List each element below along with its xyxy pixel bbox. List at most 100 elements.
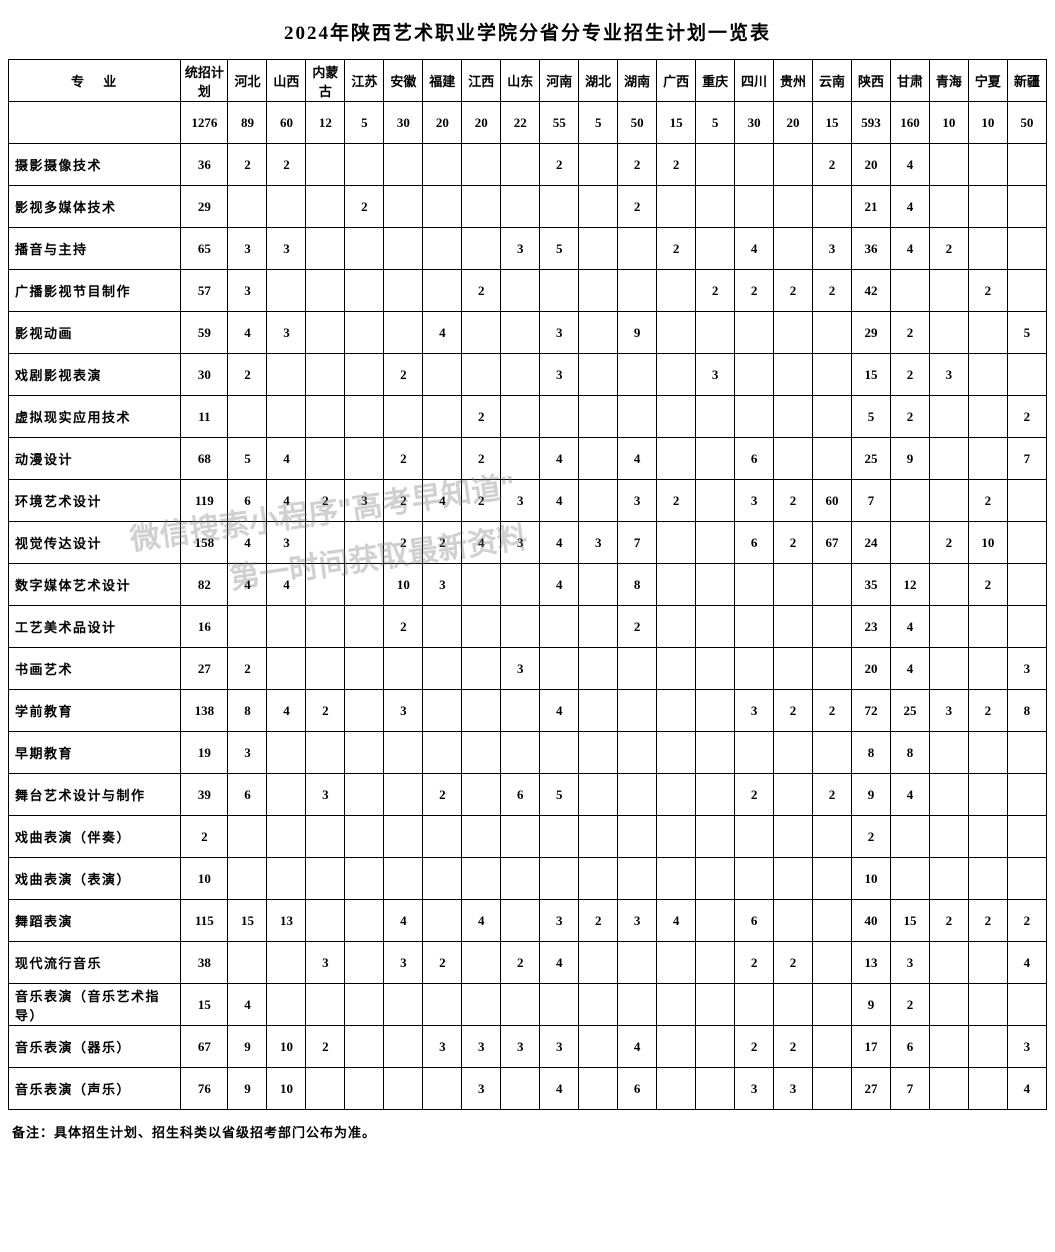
page-title: 2024年陕西艺术职业学院分省分专业招生计划一览表 [8,8,1047,59]
value-cell [657,1068,696,1110]
value-cell: 3 [501,648,540,690]
major-cell: 影视多媒体技术 [9,186,181,228]
value-cell [774,606,813,648]
value-cell [774,438,813,480]
value-cell [501,270,540,312]
major-cell: 舞台艺术设计与制作 [9,774,181,816]
value-cell: 4 [540,522,579,564]
value-cell: 4 [1007,942,1046,984]
value-cell [657,690,696,732]
plan-cell: 1276 [181,102,228,144]
table-row: 戏剧影视表演3022331523 [9,354,1047,396]
value-cell [696,228,735,270]
value-cell: 10 [851,858,890,900]
value-cell [657,942,696,984]
value-cell [267,774,306,816]
value-cell: 13 [851,942,890,984]
value-cell [267,858,306,900]
value-cell [306,270,345,312]
value-cell [579,774,618,816]
value-cell: 30 [735,102,774,144]
value-cell [306,354,345,396]
major-cell: 影视动画 [9,312,181,354]
table-row: 音乐表演（器乐）67910233334221763 [9,1026,1047,1068]
value-cell [345,1026,384,1068]
table-row: 戏曲表演（表演）1010 [9,858,1047,900]
value-cell [735,186,774,228]
value-cell [501,858,540,900]
value-cell [579,690,618,732]
value-cell: 60 [813,480,852,522]
value-cell [267,270,306,312]
value-cell: 2 [345,186,384,228]
value-cell [1007,984,1046,1026]
plan-cell: 67 [181,1026,228,1068]
value-cell [501,606,540,648]
value-cell [384,228,423,270]
value-cell [306,438,345,480]
value-cell: 4 [540,438,579,480]
value-cell: 4 [735,228,774,270]
value-cell: 4 [423,480,462,522]
value-cell: 10 [929,102,968,144]
value-cell: 89 [228,102,267,144]
table-row: 广播影视节目制作57322222422 [9,270,1047,312]
value-cell: 67 [813,522,852,564]
value-cell [696,732,735,774]
value-cell: 2 [306,480,345,522]
value-cell [1007,228,1046,270]
value-cell: 2 [228,648,267,690]
value-cell: 4 [267,480,306,522]
value-cell [462,186,501,228]
value-cell [423,606,462,648]
value-cell [929,564,968,606]
value-cell [929,774,968,816]
value-cell: 3 [1007,648,1046,690]
major-cell: 现代流行音乐 [9,942,181,984]
value-cell: 2 [228,354,267,396]
value-cell [657,1026,696,1068]
value-cell: 4 [890,144,929,186]
value-cell: 12 [890,564,929,606]
table-row: 影视动画59434392925 [9,312,1047,354]
col-jiangxi: 江西 [462,60,501,102]
value-cell: 2 [735,774,774,816]
value-cell [735,732,774,774]
value-cell: 4 [890,774,929,816]
value-cell: 3 [228,270,267,312]
value-cell [968,144,1007,186]
value-cell: 23 [851,606,890,648]
value-cell: 2 [929,900,968,942]
col-neimeng: 内蒙古 [306,60,345,102]
value-cell [579,396,618,438]
value-cell: 3 [462,1026,501,1068]
col-xinjiang: 新疆 [1007,60,1046,102]
value-cell [423,732,462,774]
value-cell [813,312,852,354]
value-cell [618,942,657,984]
value-cell: 42 [851,270,890,312]
value-cell [774,816,813,858]
enrollment-table: 专 业 统招计划 河北 山西 内蒙古 江苏 安徽 福建 江西 山东 河南 湖北 … [8,59,1047,1110]
value-cell: 2 [579,900,618,942]
value-cell: 2 [774,270,813,312]
major-cell [9,102,181,144]
value-cell [540,186,579,228]
value-cell [735,144,774,186]
value-cell [423,186,462,228]
value-cell: 4 [267,690,306,732]
value-cell [384,816,423,858]
value-cell [774,900,813,942]
value-cell: 3 [267,522,306,564]
value-cell [696,1026,735,1068]
value-cell [735,564,774,606]
value-cell: 20 [423,102,462,144]
value-cell [384,774,423,816]
value-cell: 13 [267,900,306,942]
value-cell: 12 [306,102,345,144]
value-cell: 2 [657,480,696,522]
col-gansu: 甘肃 [890,60,929,102]
value-cell [462,858,501,900]
value-cell [657,396,696,438]
table-row: 舞台艺术设计与制作39632652294 [9,774,1047,816]
